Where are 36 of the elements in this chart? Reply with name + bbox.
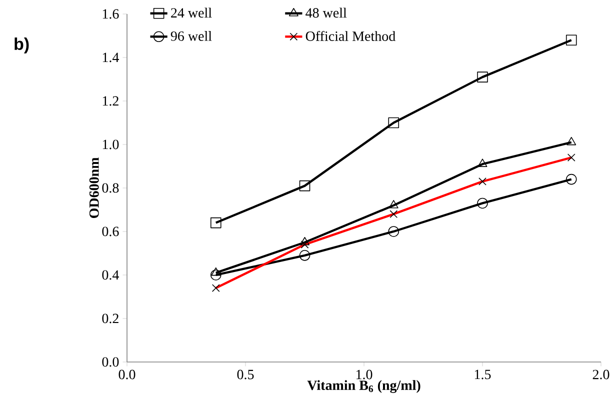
point (299, 250, 310, 261)
y-tick-label: 1.0 (102, 140, 119, 150)
point (566, 34, 577, 46)
legend-label: 24 well (171, 8, 212, 18)
point (478, 158, 488, 167)
x-axis-title: Vitamin B$_{6}$ (ng/ml) (307, 380, 420, 393)
x-tick-label: 0.0 (118, 370, 136, 380)
legend-label: 48 well (306, 8, 347, 18)
point (388, 200, 398, 208)
point (210, 217, 222, 228)
x-tick-label: 1.0 (356, 370, 372, 380)
text: b) (14, 38, 29, 54)
y-tick-label: 1.4 (102, 52, 119, 62)
point (299, 180, 310, 192)
y-tick-label: 0.8 (102, 183, 119, 193)
point (477, 198, 488, 209)
x-tick-label: 2.0 (592, 370, 610, 380)
y-tick-label: 1.6 (102, 9, 119, 19)
point (388, 117, 400, 128)
y-tick-label: 0.4 (102, 270, 119, 280)
y-tick-label: 0.0 (102, 357, 119, 367)
point (210, 270, 222, 280)
y-axis-title: OD600nm (89, 158, 99, 218)
legend-label: 96 well (170, 31, 212, 41)
y-tick-label: 1.2 (102, 96, 118, 106)
point (566, 174, 577, 185)
point (477, 72, 488, 82)
x-tick-label: 0.5 (237, 370, 254, 380)
legend-label: Official Method (306, 30, 396, 41)
y-tick-label: 0.2 (102, 314, 118, 324)
point (211, 267, 221, 276)
point (388, 226, 400, 237)
point (566, 136, 576, 146)
x-tick-label: 1.5 (474, 370, 491, 380)
point (300, 236, 310, 246)
y-tick-label: 0.6 (102, 226, 119, 236)
